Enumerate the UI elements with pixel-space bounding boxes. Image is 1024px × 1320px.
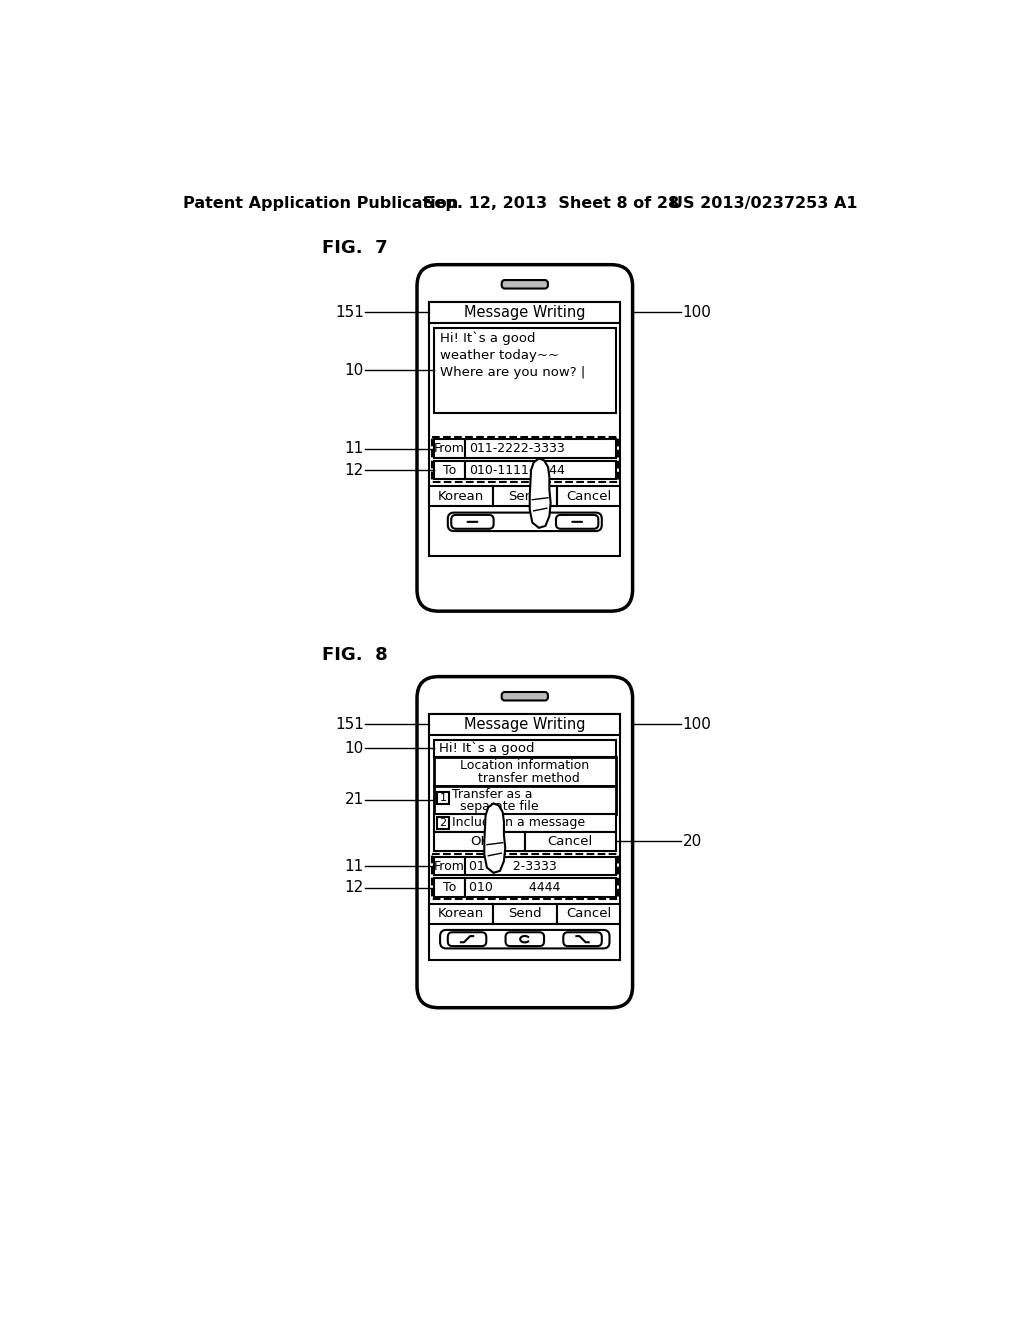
- Text: 10: 10: [345, 741, 364, 756]
- Text: 10: 10: [345, 363, 364, 378]
- Bar: [432, 854, 617, 899]
- Text: 010-1111-4444: 010-1111-4444: [469, 463, 565, 477]
- Text: Korean: Korean: [438, 490, 484, 503]
- Text: 11: 11: [345, 858, 364, 874]
- Bar: [432, 437, 617, 482]
- Text: Hi! It`s a good: Hi! It`s a good: [440, 331, 536, 346]
- Bar: [429, 302, 621, 556]
- Text: Hi! It`s a good: Hi! It`s a good: [438, 742, 535, 755]
- Text: 010         4444: 010 4444: [469, 880, 561, 894]
- FancyBboxPatch shape: [563, 932, 602, 946]
- Text: 01       2-3333: 01 2-3333: [469, 859, 557, 873]
- Text: 2: 2: [439, 818, 446, 828]
- FancyBboxPatch shape: [452, 515, 494, 529]
- Text: 1: 1: [439, 793, 446, 804]
- Bar: [429, 302, 621, 323]
- Text: Message Writing: Message Writing: [464, 717, 586, 731]
- Text: FIG.  7: FIG. 7: [322, 239, 387, 257]
- Bar: [557, 904, 621, 924]
- FancyBboxPatch shape: [447, 932, 486, 946]
- Text: Cancel: Cancel: [548, 834, 593, 847]
- Text: Location information: Location information: [460, 759, 590, 772]
- Bar: [429, 904, 493, 924]
- FancyBboxPatch shape: [556, 515, 598, 529]
- Bar: [437, 817, 450, 829]
- Bar: [434, 461, 465, 479]
- Bar: [465, 857, 615, 875]
- Bar: [434, 327, 615, 412]
- Text: Cancel: Cancel: [566, 490, 611, 503]
- Text: OK: OK: [470, 834, 488, 847]
- Bar: [429, 714, 621, 735]
- Text: 11: 11: [345, 441, 364, 457]
- Text: 21: 21: [345, 792, 364, 808]
- Text: 151: 151: [335, 717, 364, 731]
- Bar: [434, 785, 615, 813]
- Bar: [434, 832, 524, 850]
- Bar: [434, 878, 465, 896]
- Text: Send: Send: [508, 907, 542, 920]
- Bar: [434, 857, 465, 875]
- Polygon shape: [529, 458, 551, 528]
- Text: 011-2222-3333: 011-2222-3333: [469, 442, 565, 455]
- Bar: [465, 440, 615, 458]
- Bar: [429, 714, 621, 960]
- Bar: [434, 756, 615, 785]
- Text: 12: 12: [345, 880, 364, 895]
- Text: Transfer as a: Transfer as a: [453, 788, 532, 801]
- Text: From: From: [434, 442, 465, 455]
- Text: 20: 20: [683, 834, 701, 849]
- Text: 151: 151: [335, 305, 364, 319]
- Text: 100: 100: [683, 305, 712, 319]
- Bar: [465, 461, 615, 479]
- FancyBboxPatch shape: [440, 929, 609, 948]
- Bar: [434, 440, 465, 458]
- Text: transfer method: transfer method: [470, 772, 580, 785]
- Text: separate file: separate file: [453, 800, 539, 813]
- Text: weather today~~: weather today~~: [440, 348, 559, 362]
- Bar: [434, 813, 615, 832]
- Text: Sep. 12, 2013  Sheet 8 of 28: Sep. 12, 2013 Sheet 8 of 28: [423, 195, 679, 211]
- Text: Cancel: Cancel: [566, 907, 611, 920]
- Text: To: To: [442, 880, 456, 894]
- Bar: [429, 487, 493, 507]
- Text: FIG.  8: FIG. 8: [322, 645, 387, 664]
- Text: From: From: [434, 859, 465, 873]
- Bar: [437, 792, 450, 804]
- Text: US 2013/0237253 A1: US 2013/0237253 A1: [670, 195, 857, 211]
- FancyBboxPatch shape: [502, 692, 548, 701]
- FancyBboxPatch shape: [417, 677, 633, 1007]
- FancyBboxPatch shape: [447, 512, 602, 531]
- Text: Send: Send: [508, 490, 542, 503]
- Polygon shape: [484, 804, 505, 873]
- Text: 12: 12: [345, 463, 364, 478]
- Text: Include in a message: Include in a message: [453, 816, 586, 829]
- Bar: [465, 878, 615, 896]
- Text: Korean: Korean: [438, 907, 484, 920]
- Bar: [493, 904, 557, 924]
- FancyBboxPatch shape: [502, 280, 548, 289]
- Text: Patent Application Publication: Patent Application Publication: [183, 195, 458, 211]
- Bar: [524, 832, 615, 850]
- Text: Message Writing: Message Writing: [464, 305, 586, 319]
- Bar: [557, 487, 621, 507]
- Bar: [493, 487, 557, 507]
- Text: To: To: [442, 463, 456, 477]
- Text: 100: 100: [683, 717, 712, 731]
- Bar: [434, 739, 615, 756]
- Text: Where are you now? |: Where are you now? |: [440, 366, 586, 379]
- FancyBboxPatch shape: [417, 264, 633, 611]
- FancyBboxPatch shape: [506, 932, 544, 946]
